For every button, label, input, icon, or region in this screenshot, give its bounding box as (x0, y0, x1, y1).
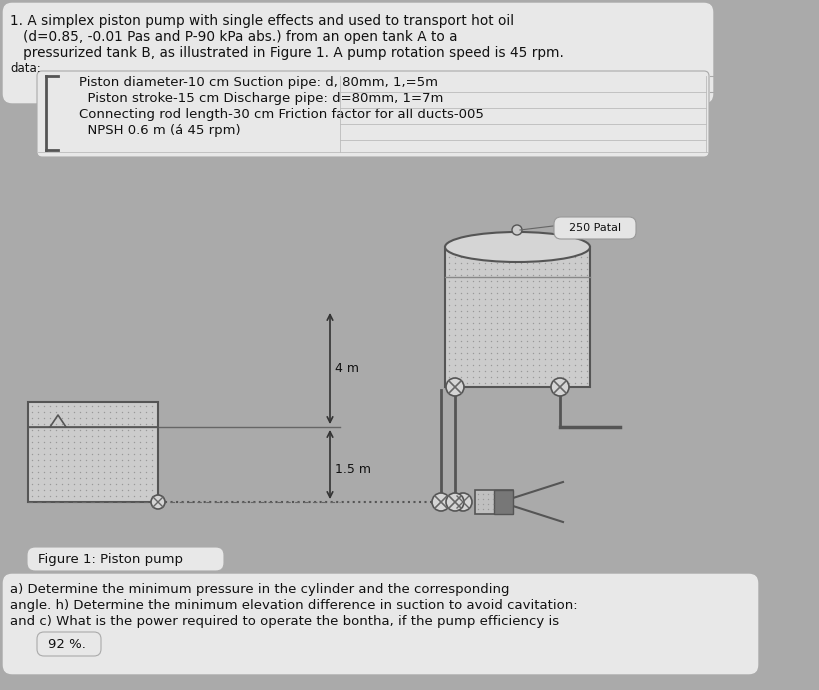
Text: (d=0.85, -0.01 Pas and P-90 kPa abs.) from an open tank A to a: (d=0.85, -0.01 Pas and P-90 kPa abs.) fr… (10, 30, 457, 44)
Circle shape (446, 378, 464, 396)
Bar (445, 247, 590, 387)
Text: 250 Patal: 250 Patal (568, 223, 620, 233)
Ellipse shape (445, 232, 590, 262)
Bar (474, 490, 513, 514)
Circle shape (550, 378, 568, 396)
Text: 1.5 m: 1.5 m (335, 463, 370, 476)
FancyBboxPatch shape (37, 71, 708, 157)
Circle shape (511, 225, 522, 235)
Text: data:: data: (10, 62, 41, 75)
FancyBboxPatch shape (2, 573, 758, 675)
Bar (493, 490, 513, 514)
Text: 4 m: 4 m (335, 362, 359, 375)
FancyBboxPatch shape (2, 2, 713, 104)
FancyBboxPatch shape (554, 217, 636, 239)
FancyBboxPatch shape (37, 632, 101, 656)
Text: Piston diameter-10 cm Suction pipe: d, 80mm, 1,=5m: Piston diameter-10 cm Suction pipe: d, 8… (62, 76, 437, 89)
Text: and c) What is the power required to operate the bontha, if the pump efficiency : and c) What is the power required to ope… (10, 615, 559, 628)
Circle shape (454, 493, 472, 511)
Text: 1. A simplex piston pump with single effects and used to transport hot oil: 1. A simplex piston pump with single eff… (10, 14, 514, 28)
FancyBboxPatch shape (27, 547, 224, 571)
Text: Figure 1: Piston pump: Figure 1: Piston pump (38, 553, 183, 566)
Bar (28, 402, 158, 502)
Circle shape (151, 495, 165, 509)
Text: NPSH 0.6 m (á 45 rpm): NPSH 0.6 m (á 45 rpm) (62, 124, 240, 137)
Text: 92 %.: 92 %. (48, 638, 86, 651)
Text: a) Determine the minimum pressure in the cylinder and the corresponding: a) Determine the minimum pressure in the… (10, 583, 509, 596)
Text: Piston stroke-15 cm Discharge pipe: d=80mm, 1=7m: Piston stroke-15 cm Discharge pipe: d=80… (62, 92, 443, 105)
Text: angle. h) Determine the minimum elevation difference in suction to avoid cavitat: angle. h) Determine the minimum elevatio… (10, 599, 577, 612)
Circle shape (446, 493, 464, 511)
Text: Connecting rod length-30 cm Friction factor for all ducts-005: Connecting rod length-30 cm Friction fac… (62, 108, 483, 121)
Text: pressurized tank B, as illustrated in Figure 1. A pump rotation speed is 45 rpm.: pressurized tank B, as illustrated in Fi… (10, 46, 563, 60)
Circle shape (432, 493, 450, 511)
